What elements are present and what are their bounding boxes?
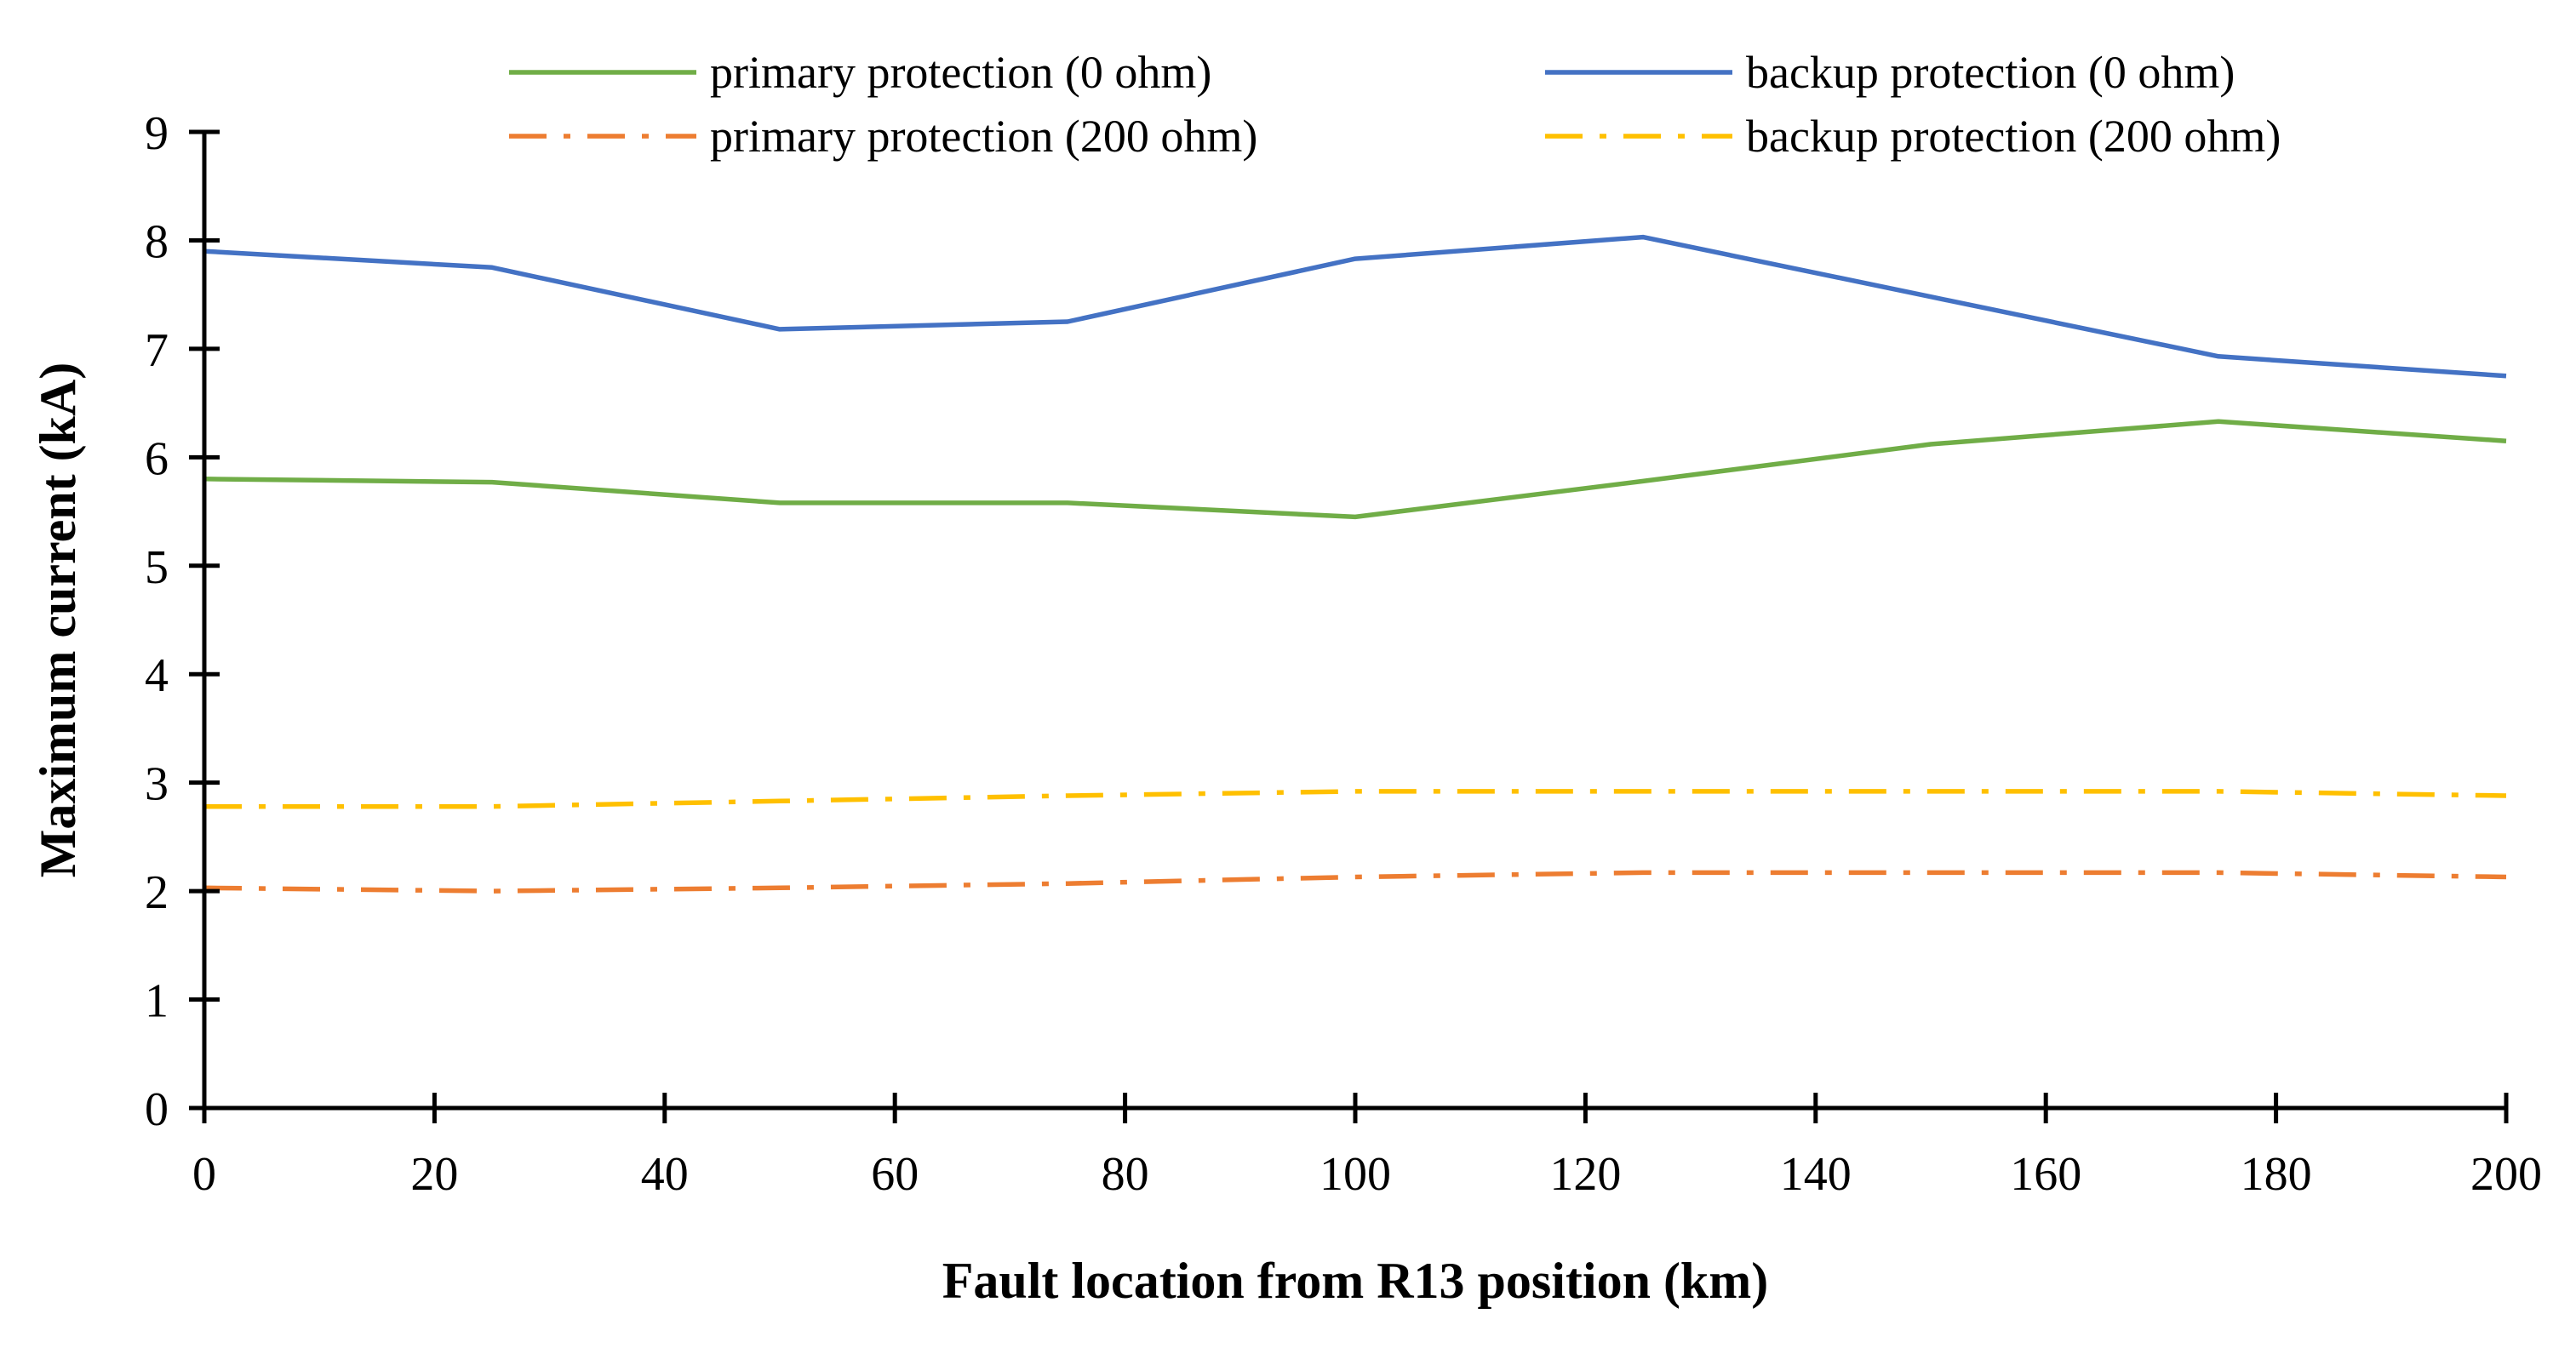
y-tick-label: 8 [145, 215, 169, 268]
series-line-3 [203, 870, 2507, 894]
series-line-2 [203, 234, 2507, 379]
x-tick-label: 180 [2241, 1148, 2312, 1201]
legend-label-3: primary protection (200 ohm) [710, 111, 1257, 162]
x-tick-label: 100 [1319, 1148, 1391, 1201]
y-axis-title: Maximum current (kA) [30, 363, 86, 877]
legend-label-1: primary protection (0 ohm) [710, 47, 1211, 98]
x-tick-label: 160 [2010, 1148, 2081, 1201]
y-tick-label: 7 [145, 324, 169, 377]
x-tick-label: 60 [871, 1148, 919, 1201]
legend: primary protection (0 ohm) backup protect… [509, 47, 2281, 162]
y-tick-label: 3 [145, 758, 169, 811]
x-tick-label: 20 [410, 1148, 458, 1201]
x-tick-label: 0 [192, 1148, 216, 1201]
x-tick-label: 200 [2470, 1148, 2542, 1201]
series-line-1 [203, 419, 2507, 520]
series-line-4 [204, 789, 2507, 809]
x-axis-title: Fault location from R13 position (km) [942, 1253, 1769, 1309]
y-tick-label: 2 [145, 866, 169, 919]
x-tick-label: 40 [641, 1148, 689, 1201]
y-tick-label: 4 [145, 649, 169, 702]
y-tick-label: 6 [145, 432, 169, 485]
y-tick-label: 5 [145, 541, 169, 594]
tick-labels: 0 1 2 3 4 5 6 7 8 9 0 20 40 60 80 100 120 140 160 180 200 [145, 107, 2542, 1201]
series-lines [203, 234, 2507, 894]
x-tick-label: 140 [1780, 1148, 1852, 1201]
x-tick-label: 120 [1549, 1148, 1621, 1201]
legend-label-4: backup protection (200 ohm) [1746, 111, 2281, 162]
y-tick-label: 0 [145, 1083, 169, 1136]
x-tick-label: 80 [1102, 1148, 1149, 1201]
y-tick-label: 1 [145, 975, 169, 1028]
y-tick-label: 9 [145, 107, 169, 160]
legend-label-2: backup protection (0 ohm) [1746, 47, 2235, 98]
tick-marks [189, 129, 2509, 1123]
